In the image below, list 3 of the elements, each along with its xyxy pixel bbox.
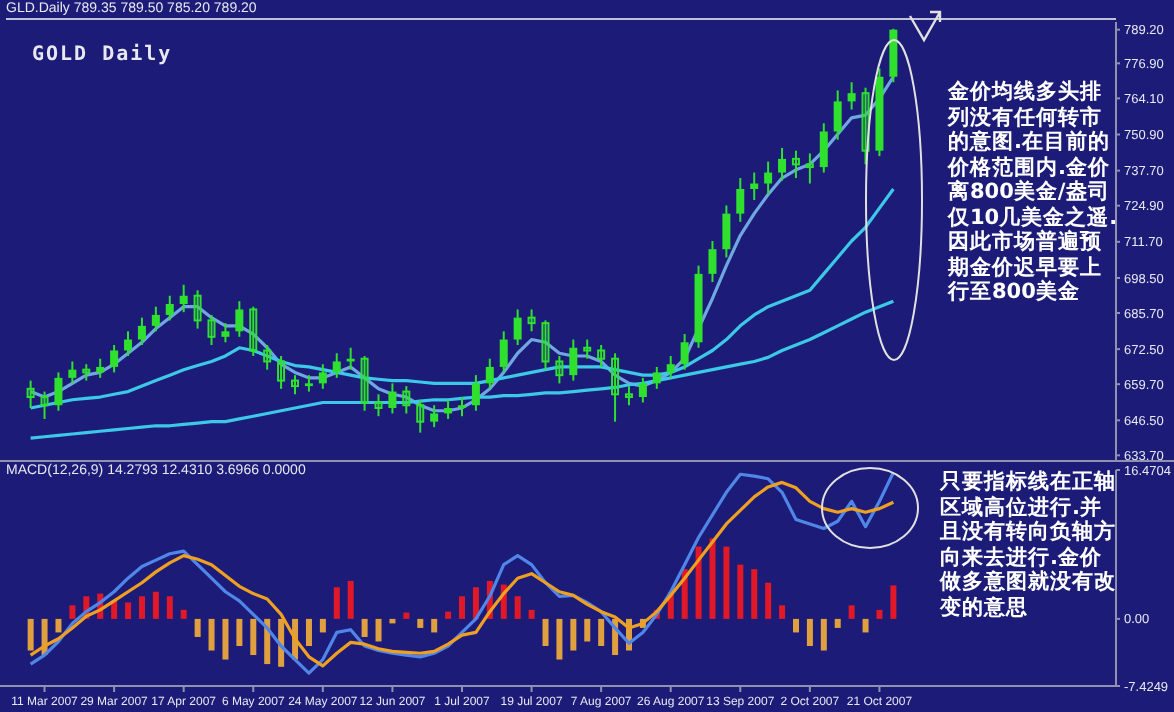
text: 金价均线多头排列没有任何转市的意图.在目前的价格范围内.金价离800美金/盎司仅10几美金之遥.因此市场普遍预期金价迟早要上行至800美金 — [948, 80, 1118, 304]
text: GOLD Daily — [32, 44, 173, 66]
text: 只要指标线在正轴区域高位进行.并且没有转向负轴方向来去进行.金价做多意图就没有改变的意思 — [940, 470, 1116, 620]
